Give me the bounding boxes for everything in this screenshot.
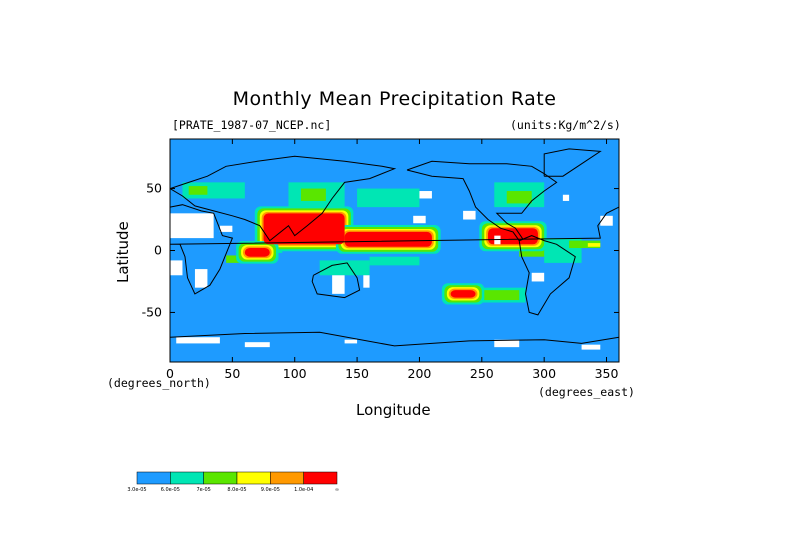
colorbar-label-1: 3.0e-05	[127, 487, 146, 493]
precip-region-1	[263, 213, 345, 245]
coastline-2	[169, 204, 620, 295]
chart-title: Monthly Mean Precipitation Rate	[232, 88, 557, 110]
y-tick-label--50: -50	[142, 304, 162, 319]
colorbar-swatch-3	[203, 471, 238, 485]
colorbar-swatch-5	[270, 471, 304, 485]
colorbar-swatch-2	[170, 471, 204, 485]
colorbar-label-7: ∞	[335, 487, 339, 493]
chart-subtitle-units: (units:Kg/m^2/s)	[510, 118, 621, 132]
colorbar-label-4: 8.0e-05	[227, 487, 246, 493]
x-tick-label-0: 0	[166, 366, 174, 381]
x-tick-label-50: 50	[224, 366, 240, 381]
coastline-1	[169, 155, 397, 242]
y-axis-label: Latitude	[114, 221, 132, 283]
coastline-4	[406, 160, 558, 242]
precip-region-5	[450, 290, 476, 298]
colorbar-label-3: 7e-05	[196, 487, 210, 493]
colorbar-label-5: 9.0e-05	[261, 487, 280, 493]
colorbar-swatch-4	[236, 471, 271, 485]
y-tick-label-0: 0	[154, 243, 162, 258]
x-tick-label-300: 300	[532, 366, 556, 381]
colorbar-swatch-6	[303, 471, 338, 485]
precip-region-2	[344, 231, 432, 247]
precip-region-4	[244, 248, 270, 257]
x-units-label: (degrees_east)	[538, 385, 635, 399]
colorbar-swatch-1	[136, 471, 171, 485]
coastline-5	[518, 235, 576, 316]
y-tick-label-50: 50	[146, 181, 162, 196]
colorbar-label-2: 6.0e-05	[161, 487, 180, 493]
coastline-3	[311, 262, 361, 299]
coastline-7	[169, 331, 620, 347]
colorbar-label-6: 1.0e-04	[294, 487, 313, 493]
x-axis-label: Longitude	[356, 401, 431, 419]
x-tick-label-250: 250	[470, 366, 494, 381]
y-units-label: (degrees_north)	[107, 376, 211, 390]
coastline-6	[543, 148, 602, 177]
chart-subtitle-file: [PRATE_1987-07_NCEP.nc]	[172, 118, 332, 132]
x-tick-label-350: 350	[595, 366, 619, 381]
x-tick-label-100: 100	[283, 366, 307, 381]
x-tick-label-200: 200	[408, 366, 432, 381]
x-tick-label-150: 150	[345, 366, 369, 381]
